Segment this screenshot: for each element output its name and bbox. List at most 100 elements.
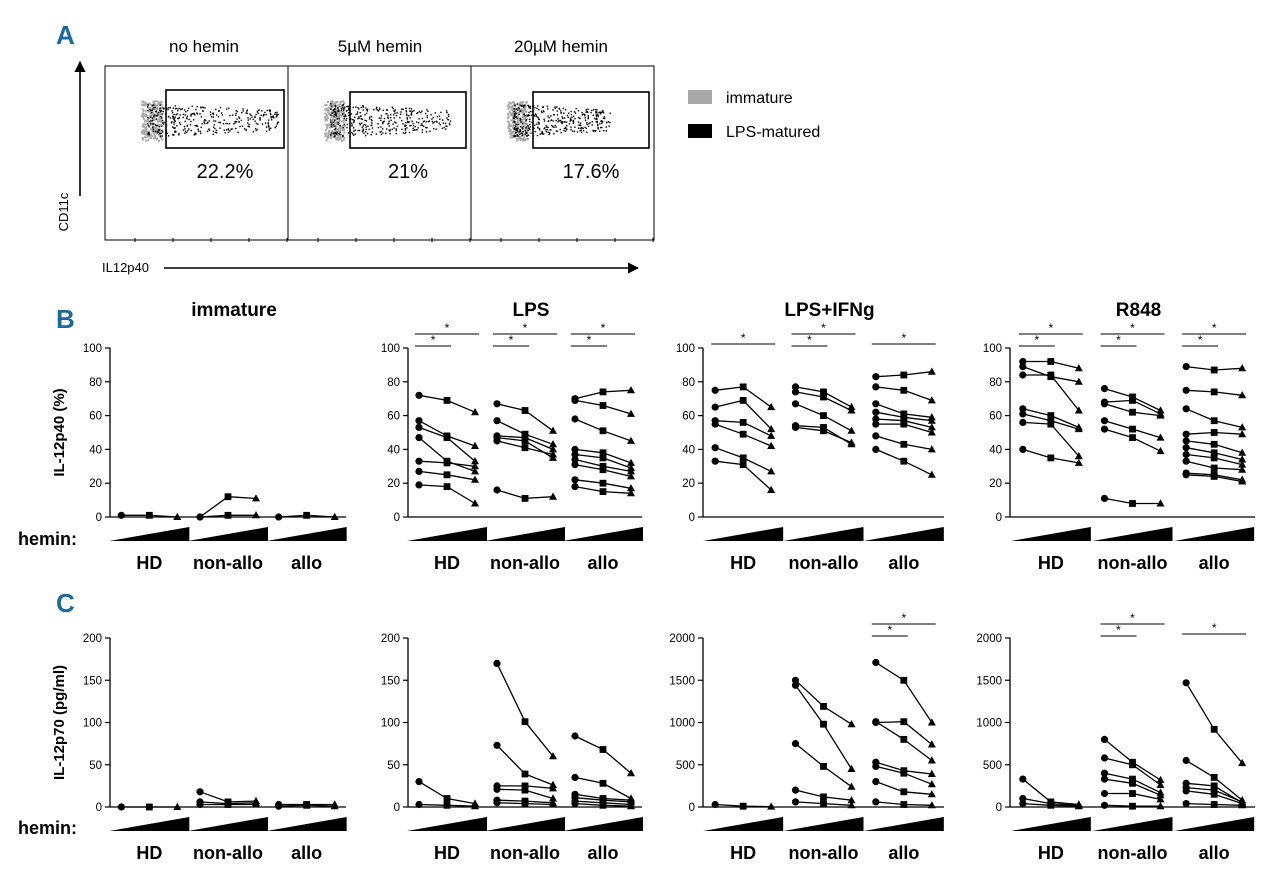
flow-event-lps bbox=[225, 122, 227, 125]
point-triangle bbox=[1074, 377, 1083, 385]
flow-event-immature bbox=[331, 134, 334, 137]
flow-event-lps bbox=[273, 117, 275, 119]
flow-title-20um-hemin: 20µM hemin bbox=[514, 37, 608, 56]
flow-event-immature bbox=[153, 115, 156, 118]
flow-event-lps bbox=[346, 126, 348, 129]
flow-event-immature bbox=[157, 133, 160, 136]
point-triangle bbox=[627, 467, 635, 475]
point-circle bbox=[1182, 405, 1190, 413]
flow-event-lps bbox=[553, 126, 555, 128]
point-square bbox=[443, 795, 451, 802]
flow-event-lps bbox=[336, 115, 338, 117]
significance-star: * bbox=[807, 333, 812, 347]
hemin-wedge-icon bbox=[109, 817, 190, 831]
flow-event-lps bbox=[368, 118, 371, 120]
flow-event-lps bbox=[182, 113, 185, 115]
point-circle bbox=[1182, 437, 1190, 445]
flow-event-immature bbox=[153, 105, 156, 108]
flow-event-lps bbox=[333, 124, 335, 126]
flow-event-lps bbox=[330, 124, 333, 126]
point-circle bbox=[791, 681, 800, 689]
flow-event-lps bbox=[406, 118, 409, 120]
flow-event-lps bbox=[406, 117, 408, 119]
flow-event-lps bbox=[515, 108, 517, 110]
flow-event-lps bbox=[410, 124, 412, 127]
flow-event-lps bbox=[354, 116, 356, 118]
flow-event-lps bbox=[436, 121, 438, 123]
flow-event-lps bbox=[515, 131, 518, 133]
flow-event-lps bbox=[541, 133, 544, 135]
flow-event-immature bbox=[153, 131, 155, 134]
y-axis-title: IL-12p40 (%) bbox=[51, 388, 68, 476]
flow-event-immature bbox=[331, 118, 334, 121]
flow-event-lps bbox=[589, 122, 591, 124]
y-tick-label: 80 bbox=[989, 377, 1002, 389]
point-square bbox=[1047, 801, 1055, 809]
flow-event-lps bbox=[389, 116, 392, 119]
flow-event-lps bbox=[521, 134, 524, 137]
y-tick-label: 40 bbox=[989, 444, 1002, 456]
flow-event-immature bbox=[148, 117, 151, 120]
flow-event-immature bbox=[150, 110, 153, 113]
flow-events-5um-hemin bbox=[317, 100, 471, 242]
flow-event-immature bbox=[147, 121, 150, 124]
flow-event-lps bbox=[546, 105, 548, 107]
flow-event-immature bbox=[514, 130, 517, 133]
flow-event-lps bbox=[435, 120, 437, 122]
flow-event-immature bbox=[525, 114, 528, 116]
flow-event-lps bbox=[513, 121, 515, 123]
group-allo: **allo bbox=[1174, 321, 1255, 573]
point-circle bbox=[791, 400, 800, 408]
flow-event-immature bbox=[328, 126, 331, 129]
flow-event-lps bbox=[538, 109, 540, 111]
flow-event-immature bbox=[328, 133, 331, 136]
flow-event-lps bbox=[422, 121, 425, 123]
flow-event-lps bbox=[194, 132, 196, 134]
point-square bbox=[900, 788, 908, 796]
flow-event-immature bbox=[160, 101, 163, 104]
flow-event-lps bbox=[342, 113, 344, 116]
flow-event-lps bbox=[355, 113, 357, 116]
flow-event-lps bbox=[565, 127, 567, 130]
flow-event-lps bbox=[525, 131, 527, 134]
flow-event-immature bbox=[507, 125, 510, 128]
flow-event-immature bbox=[156, 112, 159, 115]
point-circle bbox=[415, 457, 423, 465]
flow-event-immature bbox=[141, 132, 144, 135]
flow-event-immature bbox=[153, 128, 156, 131]
flow-event-lps bbox=[389, 129, 391, 131]
flow-event-lps bbox=[427, 110, 429, 113]
flow-event-immature bbox=[526, 127, 529, 130]
flow-event-lps bbox=[161, 135, 163, 137]
group-hd: HD bbox=[703, 800, 784, 863]
point-triangle bbox=[847, 782, 856, 790]
point-square bbox=[820, 800, 827, 807]
flow-event-lps bbox=[218, 110, 220, 112]
flow-event-lps bbox=[168, 115, 170, 118]
flow-event-lps bbox=[366, 110, 369, 112]
flow-event-lps bbox=[554, 124, 556, 127]
flow-event-immature bbox=[142, 118, 145, 121]
point-circle bbox=[872, 383, 880, 391]
y-tick-label: 60 bbox=[89, 411, 102, 423]
flow-event-immature bbox=[337, 106, 340, 108]
flow-event-lps bbox=[179, 107, 181, 110]
flow-event-lps bbox=[585, 127, 588, 130]
flow-event-lps bbox=[200, 107, 202, 109]
point-circle bbox=[1182, 800, 1190, 808]
point-circle bbox=[493, 799, 501, 807]
point-circle bbox=[1019, 405, 1027, 413]
flow-event-lps bbox=[337, 110, 340, 112]
flow-event-lps bbox=[564, 109, 567, 111]
point-square bbox=[820, 388, 827, 396]
flow-event-lps bbox=[560, 110, 562, 112]
flow-event-immature bbox=[145, 136, 148, 139]
flow-event-lps bbox=[190, 120, 192, 123]
flow-event-lps bbox=[228, 123, 231, 125]
flow-event-immature bbox=[510, 108, 513, 111]
y-tick-label: 60 bbox=[387, 411, 400, 423]
flow-event-lps bbox=[357, 116, 360, 118]
flow-event-immature bbox=[523, 138, 526, 141]
point-square bbox=[739, 383, 747, 391]
